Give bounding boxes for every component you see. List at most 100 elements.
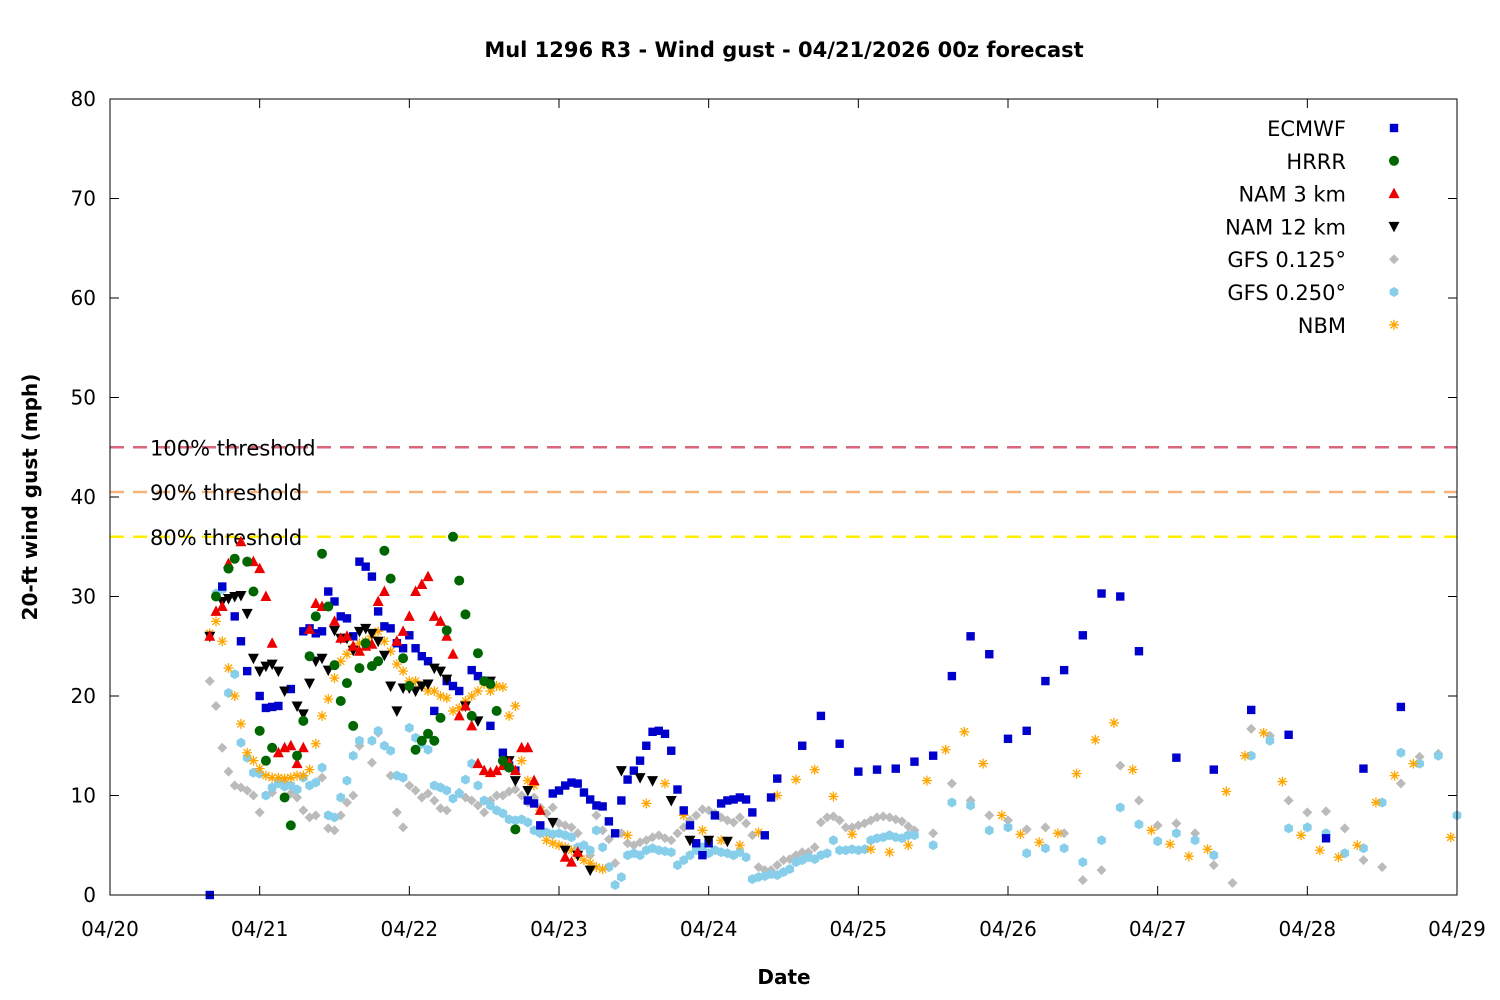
data-point bbox=[748, 808, 757, 817]
legend-marker bbox=[1389, 254, 1399, 265]
data-point bbox=[585, 858, 596, 869]
data-point bbox=[372, 595, 384, 606]
data-point bbox=[1015, 829, 1026, 840]
series-nam-3-km bbox=[204, 535, 584, 867]
chart-title: Mul 1296 R3 - Wind gust - 04/21/2026 00z… bbox=[484, 38, 1083, 62]
data-point bbox=[622, 830, 633, 841]
data-point bbox=[592, 801, 601, 810]
data-point bbox=[947, 797, 957, 808]
data-point bbox=[772, 860, 783, 871]
data-point bbox=[254, 807, 265, 818]
data-point bbox=[247, 653, 259, 665]
data-point bbox=[1190, 835, 1200, 846]
data-point bbox=[491, 790, 502, 801]
data-point bbox=[672, 828, 683, 839]
data-point bbox=[429, 686, 440, 697]
threshold-lines: 100% threshold 90% threshold 80% threshold bbox=[110, 436, 1457, 550]
data-point bbox=[509, 764, 521, 776]
data-point bbox=[660, 729, 670, 739]
data-point bbox=[329, 673, 340, 684]
data-point bbox=[236, 737, 246, 748]
data-point bbox=[285, 739, 297, 751]
data-point bbox=[324, 587, 333, 596]
data-point bbox=[1352, 840, 1363, 851]
data-point bbox=[1284, 730, 1293, 740]
data-point bbox=[405, 722, 414, 733]
data-point bbox=[279, 792, 290, 803]
data-point bbox=[760, 831, 769, 840]
data-point bbox=[478, 764, 490, 776]
data-point bbox=[547, 838, 558, 849]
data-point bbox=[347, 640, 359, 651]
data-point bbox=[404, 780, 415, 791]
data-point bbox=[274, 701, 283, 711]
data-point bbox=[516, 755, 527, 766]
data-point bbox=[210, 605, 222, 616]
data-point bbox=[741, 852, 751, 863]
data-point bbox=[1059, 665, 1069, 675]
data-point bbox=[411, 644, 420, 653]
data-point bbox=[416, 735, 427, 746]
data-point bbox=[1340, 848, 1350, 859]
data-point bbox=[398, 822, 409, 833]
data-point bbox=[592, 825, 601, 836]
x-tick-label: 04/21 bbox=[231, 917, 289, 941]
data-point bbox=[567, 832, 576, 843]
data-point bbox=[865, 844, 876, 855]
data-point bbox=[491, 705, 502, 716]
data-point bbox=[1314, 845, 1325, 856]
data-point bbox=[323, 601, 334, 612]
data-point bbox=[1277, 776, 1288, 787]
data-point bbox=[217, 636, 228, 647]
data-point bbox=[236, 637, 246, 646]
data-point bbox=[584, 865, 596, 877]
data-point bbox=[660, 778, 671, 789]
data-point bbox=[1059, 828, 1070, 839]
data-point bbox=[578, 855, 589, 866]
data-point bbox=[1415, 758, 1424, 769]
data-point bbox=[654, 726, 663, 736]
data-point bbox=[348, 790, 359, 801]
data-point bbox=[928, 840, 938, 851]
data-point bbox=[809, 764, 820, 775]
data-point bbox=[242, 785, 253, 796]
data-point bbox=[566, 845, 577, 856]
data-point bbox=[317, 710, 328, 721]
data-point bbox=[773, 774, 782, 783]
data-point bbox=[391, 706, 403, 717]
data-point bbox=[472, 757, 484, 769]
data-point bbox=[598, 802, 607, 811]
data-point bbox=[928, 828, 939, 839]
data-point bbox=[1041, 676, 1050, 686]
data-point bbox=[423, 788, 434, 799]
data-point bbox=[598, 842, 607, 853]
data-point bbox=[1302, 807, 1313, 818]
data-point bbox=[497, 755, 508, 766]
data-point bbox=[435, 615, 447, 626]
data-point bbox=[667, 746, 676, 755]
data-point bbox=[311, 777, 321, 788]
data-point bbox=[298, 770, 309, 781]
data-point bbox=[966, 800, 975, 811]
legend-label: NAM 3 km bbox=[1238, 183, 1346, 207]
data-point bbox=[260, 770, 271, 781]
data-point bbox=[741, 818, 752, 829]
data-point bbox=[498, 808, 508, 819]
data-point bbox=[273, 772, 284, 783]
data-point bbox=[1377, 862, 1388, 873]
data-point bbox=[1003, 822, 1013, 833]
data-point bbox=[373, 626, 384, 637]
data-point bbox=[416, 792, 427, 803]
data-point bbox=[1408, 758, 1419, 769]
x-tick-label: 04/20 bbox=[81, 917, 139, 941]
data-point bbox=[829, 835, 838, 846]
data-point bbox=[422, 570, 434, 582]
legend-label: HRRR bbox=[1286, 150, 1346, 174]
data-point bbox=[291, 701, 303, 712]
data-point bbox=[355, 735, 364, 746]
y-tick-label: 70 bbox=[71, 187, 96, 211]
data-point bbox=[554, 786, 564, 795]
data-point bbox=[441, 630, 453, 641]
data-point bbox=[1134, 819, 1144, 830]
data-point bbox=[354, 663, 365, 674]
